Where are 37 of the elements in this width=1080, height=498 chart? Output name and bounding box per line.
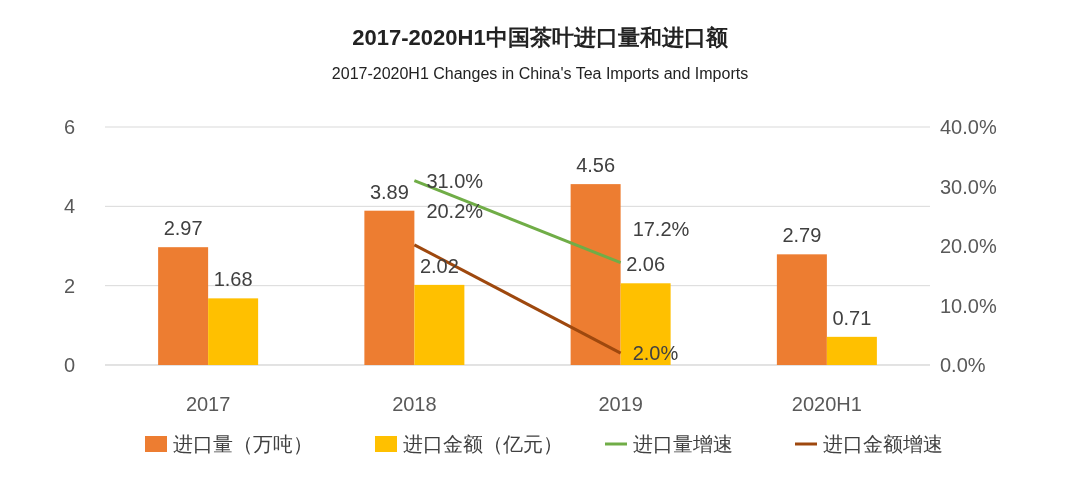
y2-tick-label: 40.0% — [940, 116, 997, 138]
data-label: 2.97 — [163, 217, 203, 240]
data-label: 2.06 — [626, 253, 666, 276]
y2-tick-label: 10.0% — [940, 294, 997, 317]
chart-subtitle: 2017-2020H1 Changes in China's Tea Imports and Imports — [331, 65, 749, 82]
bar — [208, 298, 259, 365]
legend-label: 进口量增速 — [633, 433, 733, 455]
bar — [414, 284, 465, 365]
y-tick-label: 2 — [63, 274, 75, 297]
data-label: 3.89 — [369, 180, 409, 203]
data-label: 2.02 — [419, 254, 459, 277]
legend-label: 进口量（万吨） — [173, 433, 313, 455]
y2-tick-label: 30.0% — [940, 175, 997, 198]
bar — [364, 210, 415, 365]
bar — [826, 336, 877, 365]
data-label: 17.2% — [632, 217, 690, 240]
y-tick-label: 0 — [63, 354, 75, 376]
x-tick-label: 2019 — [598, 393, 643, 415]
data-label: 1.68 — [213, 268, 253, 291]
y2-tick-label: 20.0% — [940, 235, 997, 257]
x-tick-label: 2020H1 — [791, 393, 862, 415]
x-tick-label: 2018 — [392, 393, 437, 415]
bar — [158, 247, 209, 365]
data-label: 20.2% — [426, 199, 484, 222]
chart-title: 2017-2020H1中国茶叶进口量和进口额 — [352, 25, 729, 50]
data-label: 4.56 — [576, 154, 616, 177]
legend-label: 进口金额增速 — [823, 433, 943, 455]
data-label: 31.0% — [426, 169, 484, 192]
bar — [570, 184, 621, 365]
bar — [776, 254, 827, 365]
y-tick-label: 6 — [63, 116, 75, 138]
legend-label: 进口金额（亿元） — [403, 433, 563, 455]
x-tick-label: 2017 — [185, 393, 231, 415]
y2-tick-label: 0.0% — [940, 354, 986, 376]
data-label: 0.71 — [832, 306, 872, 329]
data-label: 2.79 — [782, 224, 822, 247]
y-tick-label: 4 — [63, 195, 75, 218]
